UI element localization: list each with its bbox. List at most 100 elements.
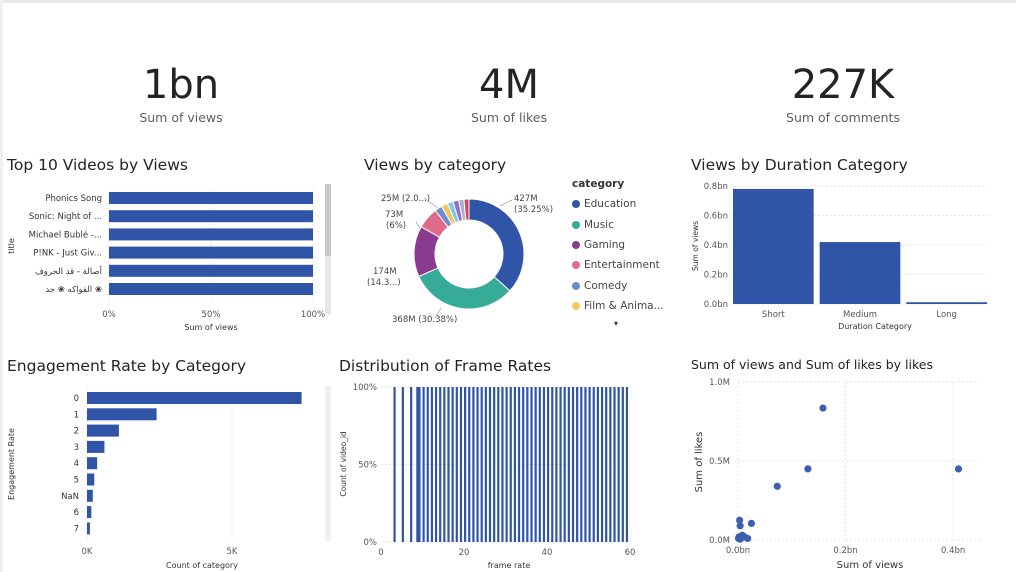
framerate-bar [567, 387, 570, 542]
framerate-bar [584, 387, 587, 542]
framerate-bar [430, 387, 433, 542]
kpi-likes-label: Sum of likes [471, 110, 547, 125]
legend-item[interactable]: Education [572, 194, 664, 214]
scatter-point [736, 516, 744, 524]
engagement-xtick-label: 0K [82, 547, 93, 557]
donut-label-music: 368M (30.38%) [392, 315, 457, 325]
top10-chart: 0% 50% 100% Phonics Song Sonic: Night of ...… [7, 188, 325, 332]
kpi-views-label: Sum of views [139, 110, 223, 125]
donut-leader-line [423, 197, 439, 209]
engagement-ytick-label: 7 [74, 524, 79, 534]
scatter-xtick-label: 0.0bn [726, 546, 750, 556]
top10-xlabel: Sum of views [184, 323, 237, 332]
framerate-bar [447, 387, 450, 542]
framerate-bar [464, 387, 467, 542]
legend-item-label: Film & Anima... [584, 300, 664, 313]
legend-dot-icon [572, 302, 580, 311]
legend-item[interactable]: Film & Anima... [572, 296, 664, 316]
scatter-point [736, 522, 744, 530]
framerate-chart: 0% 50% 100% 0 20 40 60 frame rate Count of video… [339, 383, 635, 570]
scatter-ytick-label: 0.0M [709, 536, 730, 546]
engagement-ytick-label: NaN [61, 492, 79, 502]
kpi-comments-value: 227K [791, 62, 895, 108]
duration-xlabel: Duration Category [838, 322, 912, 331]
kpi-likes-value: 4M [479, 62, 539, 108]
duration-xtick-label: Medium [843, 310, 877, 320]
duration-xtick-label: Short [762, 310, 785, 320]
donut-slice [463, 198, 470, 221]
top10-scroll-thumb[interactable] [325, 184, 331, 256]
framerate-bar [605, 387, 608, 542]
left-border [0, 0, 3, 572]
kpi-views-card: 1bn Sum of views [61, 62, 301, 125]
framerate-bar [576, 387, 579, 542]
scatter-point [773, 482, 781, 490]
scatter-ylabel: Sum of likes [694, 432, 705, 493]
legend-dot-icon [572, 200, 580, 209]
framerate-bar [480, 387, 483, 542]
engagement-bar [87, 473, 95, 486]
framerate-bar [555, 387, 558, 542]
legend-more-icon[interactable]: ▾ [614, 319, 619, 328]
duration-bar [906, 302, 987, 304]
donut-leader-line [434, 307, 442, 319]
scatter-xtick-label: 0.2bn [833, 546, 857, 556]
scatter-point [747, 519, 756, 528]
engagement-chart: 0K 5K 0 1 2 3 4 5 NaN 6 7 Count of category Engageme… [7, 388, 302, 570]
top-border [0, 0, 1016, 3]
framerate-bar [600, 387, 604, 542]
framerate-bar [468, 387, 471, 542]
duration-xtick-label: Long [936, 310, 957, 320]
engagement-title: Engagement Rate by Category [7, 357, 247, 375]
framerate-bar [613, 387, 616, 542]
framerate-xtick-label: 0 [378, 548, 383, 558]
donut-sublabel-entertainment: (6%) [386, 221, 406, 231]
top10-ytick-label: P!NK - Just Giv... [33, 249, 102, 259]
framerate-bar [434, 387, 438, 542]
top10-bar [109, 228, 313, 241]
engagement-scrollbar[interactable] [325, 386, 331, 541]
engagement-bar [87, 489, 93, 502]
donut-label-entertainment: 73M [385, 210, 403, 220]
scatter-xlabel: Sum of views [837, 560, 904, 571]
legend-title: category [572, 178, 625, 190]
legend-item[interactable]: Gaming [572, 235, 664, 255]
framerate-bar [493, 387, 496, 542]
top10-bar [109, 210, 313, 223]
top10-bar [109, 192, 313, 204]
framerate-bar [509, 387, 512, 542]
duration-ytick-label: 0.0bn [704, 300, 728, 310]
framerate-bar [439, 387, 442, 542]
framerate-ytick-label: 0% [364, 538, 378, 548]
legend-item-label: Education [584, 198, 637, 211]
framerate-bar [443, 387, 446, 542]
duration-bar [819, 242, 901, 304]
duration-chart: 0.0bn 0.2bn 0.4bn 0.6bn 0.8bn Short Medium Long… [691, 182, 990, 331]
framerate-bar [455, 387, 458, 542]
framerate-bar [547, 387, 550, 542]
scatter-point [804, 465, 812, 473]
framerate-bar [484, 387, 487, 542]
framerate-ytick-label: 100% [353, 383, 377, 393]
legend-item-label: Comedy [584, 279, 628, 292]
framerate-bar [625, 387, 629, 542]
legend-item-label: Entertainment [584, 259, 660, 272]
framerate-bar [459, 387, 463, 542]
legend-dot-icon [572, 220, 580, 229]
duration-title: Views by Duration Category [691, 156, 908, 174]
framerate-bar [517, 387, 521, 542]
legend-dot-icon [572, 281, 580, 290]
top10-ytick-label: أصالة - قد الحروف [35, 265, 102, 277]
legend-item[interactable]: Music [572, 214, 664, 234]
legend-item[interactable]: Entertainment [572, 255, 664, 275]
framerate-bar [559, 387, 562, 542]
legend-item[interactable]: Comedy [572, 276, 664, 296]
framerate-bar [501, 387, 504, 542]
kpi-comments-label: Sum of comments [786, 110, 900, 125]
scatter-point [737, 534, 745, 542]
framerate-bar [451, 387, 454, 542]
scatter-ytick-label: 0.5M [709, 457, 730, 467]
legend-item-label: Music [584, 218, 614, 231]
engagement-bar [87, 392, 302, 404]
top10-scrollbar[interactable] [325, 184, 331, 314]
